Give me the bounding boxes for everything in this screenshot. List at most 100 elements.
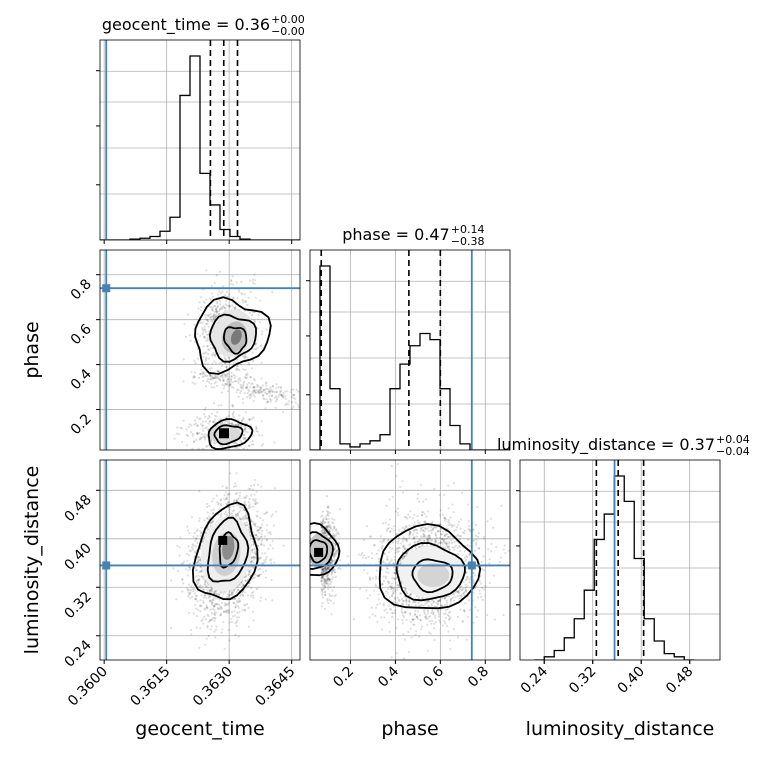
sample-point [331,517,334,520]
sample-point [249,386,252,389]
sample-point [424,535,427,538]
sample-point [236,512,239,515]
sample-point [335,528,338,531]
sample-point [249,568,252,571]
sample-point [323,531,326,534]
sample-point [244,300,248,303]
sample-point [244,430,247,433]
sample-point [249,279,252,282]
sample-point [377,557,380,561]
sample-point [324,568,327,571]
sample-point [468,552,471,555]
sample-point [213,418,216,421]
sample-point [233,601,236,605]
sample-point [232,589,235,592]
contour-mid [206,516,250,583]
sample-point [241,506,245,509]
sample-point [293,393,296,397]
sample-point [231,510,234,513]
sample-point [394,581,397,585]
sample-point [265,328,268,331]
sample-point [256,574,259,578]
sample-point [462,587,465,591]
sample-point [250,382,253,385]
sample-point [220,404,223,407]
title-minus-phase: −0.38 [451,235,485,248]
sample-point [202,379,205,382]
sample-point [266,538,269,541]
sample-point [385,529,389,532]
sample-point [434,526,437,529]
sample-point [257,390,260,393]
sample-point [259,557,262,560]
sample-point [244,438,247,441]
sample-point [257,574,260,578]
sample-point [213,313,216,316]
sample-point [327,520,330,524]
sample-point [212,354,215,357]
sample-point [186,552,189,556]
sample-point [198,556,201,559]
sample-point [214,420,217,423]
sample-point [512,596,514,598]
sample-point [209,600,212,603]
sample-point [366,572,369,575]
sample-point [410,548,414,551]
sample-point [403,555,406,558]
sample-point [215,590,218,593]
sample-point [215,310,218,313]
sample-point [260,526,263,529]
sample-point [213,281,216,285]
sample-point [271,390,274,393]
sample-point [414,633,417,636]
sample-point [329,579,332,582]
sample-point [290,388,293,391]
sample-point [223,494,226,497]
sample-point [270,558,273,561]
sample-point [257,538,261,542]
sample-point [180,427,183,430]
sample-point [263,535,266,538]
sample-point [482,588,486,591]
sample-point [280,394,283,397]
sample-point [223,384,226,387]
sample-point [199,296,202,299]
sample-point [253,499,256,502]
sample-point [327,576,330,580]
sample-point [437,611,440,615]
sample-point [219,444,222,447]
sample-point [211,603,214,607]
sample-point [482,535,485,539]
panel-luminosity_distance-vs-geocent_time [100,460,300,660]
sample-point [447,535,450,539]
sample-point [249,534,252,537]
sample-point [214,603,217,606]
sample-point [249,393,252,396]
sample-point [214,597,217,600]
sample-point [430,611,433,615]
sample-point [251,391,254,394]
sample-point [426,527,429,530]
sample-point [246,303,249,306]
sample-point [390,587,394,590]
sample-point [250,417,253,421]
sample-point [303,399,305,401]
sample-point [206,505,209,509]
sample-point [238,494,241,498]
sample-point [213,353,216,356]
sample-point [253,385,256,388]
sample-point [211,362,214,365]
sample-point [250,560,253,564]
sample-point [378,560,381,563]
sample-point [200,544,203,547]
sample-point [260,533,263,536]
sample-point [199,599,202,602]
sample-point [231,404,235,407]
sample-point [212,314,215,317]
sample-point [252,543,255,546]
sample-point [194,589,197,592]
sample-point [271,394,274,397]
sample-point [327,567,330,570]
sample-point [251,278,255,281]
sample-point [445,601,449,605]
